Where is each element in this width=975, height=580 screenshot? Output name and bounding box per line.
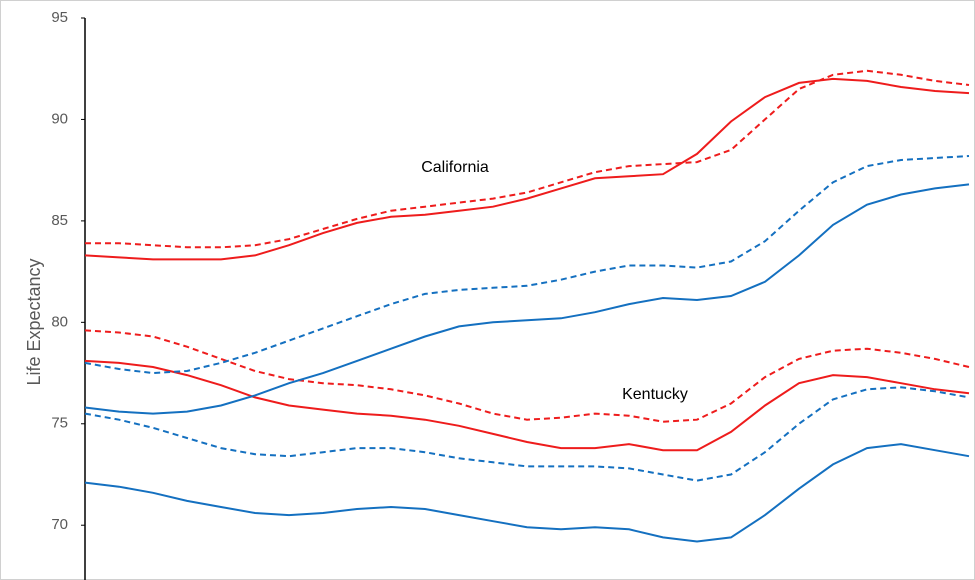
y-tick-label: 90	[51, 110, 68, 127]
line	[84, 359, 970, 452]
y-tick-label: 95	[51, 9, 68, 26]
annotation: Kentucky	[622, 386, 688, 403]
line	[84, 155, 970, 375]
y-tick-label: 70	[51, 516, 68, 533]
y-axis-title: Life Expectancy	[24, 258, 44, 385]
y-tick-label: 75	[51, 415, 68, 432]
line	[84, 183, 970, 415]
line	[85, 69, 970, 249]
line	[84, 386, 970, 482]
annotation: California	[421, 159, 489, 176]
line	[84, 329, 970, 423]
y-tick-label: 85	[51, 212, 68, 229]
y-tick-label: 80	[51, 313, 68, 330]
line	[84, 443, 970, 543]
